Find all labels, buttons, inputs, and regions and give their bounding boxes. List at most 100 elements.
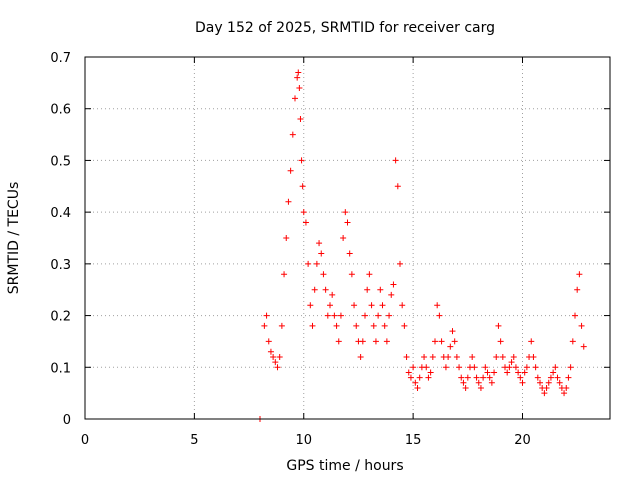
data-point [556,379,563,386]
data-point [569,338,576,345]
data-point [379,302,386,309]
data-point [491,369,498,376]
y-axis-label: SRMTID / TECUs [6,182,22,295]
data-point [554,374,561,381]
data-point [340,235,347,241]
data-point [480,374,487,381]
data-point [381,322,388,329]
data-point [567,364,574,371]
data-point [565,374,572,381]
data-point [324,312,331,319]
x-tick-label: 15 [405,433,422,448]
data-point [353,322,360,329]
data-point [552,364,559,371]
data-point [451,338,458,345]
data-point [528,338,535,345]
data-point [488,379,495,386]
data-point [460,379,467,386]
data-point [351,302,358,309]
y-tick-label: 0.2 [50,310,71,325]
data-point [342,209,349,216]
data-point [547,374,554,381]
data-point [278,322,285,329]
plot-frame [84,56,611,420]
data-point [550,369,557,376]
x-tick-label: 0 [81,433,89,448]
data-point [482,364,489,371]
y-tick-label: 0.1 [50,361,71,376]
data-point [580,343,587,350]
grid-layer [85,57,610,419]
data-point [403,353,410,360]
data-point [537,379,543,386]
data-point [523,364,530,371]
data-point [329,291,336,298]
data-point [412,379,419,386]
data-point [289,131,296,138]
data-point [265,338,272,345]
data-point [473,374,480,381]
data-point [475,379,482,386]
data-point [578,322,585,329]
data-point [407,374,414,381]
data-point [521,369,528,376]
data-point [344,219,351,226]
x-tick-label: 5 [190,433,198,448]
data-point [348,271,355,278]
data-point [432,338,438,345]
data-point [261,322,268,329]
data-point [456,364,463,371]
data-point [298,157,305,164]
data-point [438,338,445,345]
data-point [458,374,465,381]
data-point [285,198,292,205]
data-point [429,353,436,360]
data-point [337,312,344,319]
y-tick-label: 0.3 [50,258,71,273]
data-point [283,235,290,241]
data-point [368,302,375,309]
data-point [477,384,484,391]
data-point [515,369,522,376]
data-point [484,369,491,376]
data-point [390,281,397,288]
data-point [506,364,513,371]
data-point [410,364,417,371]
y-tick-label: 0.6 [50,103,71,118]
data-point [442,364,449,371]
data-point [464,374,471,381]
data-point [392,157,399,164]
data-point [486,374,493,381]
data-point [462,384,469,391]
data-point [576,271,583,278]
data-point [388,291,395,298]
data-point [299,183,306,190]
data-point [366,271,373,278]
data-point [297,116,304,123]
data-point [545,379,552,386]
data-point [401,322,408,329]
data-point [327,302,333,309]
data-point [399,302,406,309]
data-point [362,312,368,319]
data-point [370,322,377,329]
y-tick-label: 0.7 [50,51,71,66]
data-point [434,302,441,309]
data-point [309,322,316,329]
data-point [294,74,301,81]
chart-title: Day 152 of 2025, SRMTID for receiver car… [195,20,495,36]
data-point [534,374,541,381]
data-point [453,353,460,360]
y-tick-label: 0.4 [50,206,71,221]
x-axis-label: GPS time / hours [286,458,403,474]
data-point [292,95,298,102]
data-point [397,260,403,267]
data-point [335,338,342,345]
data-point [423,364,430,371]
data-point [427,369,434,376]
data-point [359,338,366,345]
data-point [272,359,279,366]
data-point [561,390,568,397]
data-point [377,286,384,293]
data-point [302,219,309,226]
